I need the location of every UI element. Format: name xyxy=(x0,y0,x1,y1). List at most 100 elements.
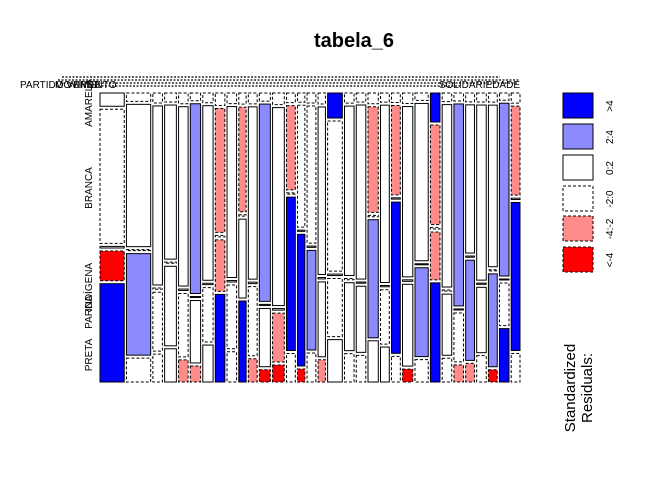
mosaic-tile xyxy=(379,104,390,283)
mosaic-tile xyxy=(391,197,401,200)
mosaic-tile xyxy=(247,92,258,105)
mosaic-tile xyxy=(214,239,226,292)
mosaic-tile xyxy=(99,92,125,107)
mosaic-tile xyxy=(297,368,306,383)
mosaic-tile xyxy=(247,286,258,357)
mosaic-tile xyxy=(202,282,214,286)
mosaic-tile xyxy=(226,284,238,350)
mosaic-tile xyxy=(189,365,202,383)
mosaic-tile xyxy=(355,104,367,280)
mosaic-tile xyxy=(344,92,355,104)
mosaic-tile xyxy=(306,105,317,244)
mosaic-tile xyxy=(99,245,125,249)
legend-swatch xyxy=(562,246,594,273)
mosaic-tile xyxy=(238,92,247,105)
mosaic-tile xyxy=(125,357,152,383)
mosaic-tile xyxy=(238,214,247,217)
mosaic-tile xyxy=(202,105,214,281)
mosaic-tile xyxy=(317,359,326,383)
mosaic-tile xyxy=(510,353,521,383)
mosaic-tile xyxy=(487,104,498,268)
mosaic-tiles xyxy=(99,92,521,383)
legend-label: -4:-2 xyxy=(605,218,616,239)
mosaic-tile xyxy=(510,197,521,201)
mosaic-tile xyxy=(272,308,285,311)
mosaic-tile xyxy=(258,92,271,102)
mosaic-tile xyxy=(441,293,453,356)
mosaic-tile xyxy=(355,354,367,383)
mosaic-tile xyxy=(247,358,258,383)
mosaic-tile xyxy=(379,285,390,288)
mosaic-tile xyxy=(125,249,152,252)
mosaic-tile xyxy=(272,312,285,363)
mosaic-tile xyxy=(214,293,226,383)
mosaic-tile xyxy=(214,92,226,106)
mosaic-tile xyxy=(367,214,379,218)
mosaic-tile xyxy=(414,263,429,266)
mosaic-tile xyxy=(258,307,271,368)
mosaic-tile xyxy=(355,285,367,353)
mosaic-tile xyxy=(391,201,401,354)
mosaic-tile xyxy=(152,92,163,104)
mosaic-tile xyxy=(465,92,475,103)
mosaic-tile xyxy=(487,92,498,103)
mosaic-tile xyxy=(327,120,343,272)
mosaic-tile xyxy=(402,283,414,367)
mosaic-tile xyxy=(476,104,487,281)
mosaic-tile xyxy=(379,92,390,103)
mosaic-tile xyxy=(379,289,390,345)
mosaic-tile xyxy=(317,277,326,280)
mosaic-tile xyxy=(453,312,464,363)
mosaic-tile xyxy=(414,102,429,262)
column-label: PARTIDO VERDE xyxy=(20,80,101,91)
mosaic-tile xyxy=(510,105,521,196)
legend: >4 2:4 0:2 -2:0 -4:-2 <-4 xyxy=(562,92,616,273)
mosaic-tile xyxy=(453,364,464,383)
mosaic-tile xyxy=(297,104,306,228)
mosaic-tile xyxy=(317,92,326,105)
legend-label: 2:4 xyxy=(605,130,616,144)
mosaic-tile xyxy=(272,364,285,383)
mosaic-tile xyxy=(297,229,306,232)
mosaic-tile xyxy=(391,104,401,196)
mosaic-tile xyxy=(391,355,401,383)
mosaic-tile xyxy=(476,355,487,383)
mosaic-tile xyxy=(453,103,464,307)
mosaic-tile xyxy=(202,92,214,104)
mosaic-tile xyxy=(272,92,285,106)
mosaic-tile xyxy=(402,279,414,282)
mosaic-tile xyxy=(391,92,401,103)
mosaic-tile xyxy=(327,339,343,383)
mosaic-tile xyxy=(510,202,521,351)
mosaic-tile xyxy=(125,103,152,248)
mosaic-tile xyxy=(286,196,296,351)
mosaic-tile xyxy=(344,353,355,383)
row-label: INDÍGENA xyxy=(82,263,95,312)
mosaic-tile xyxy=(367,219,379,339)
mosaic-tile xyxy=(178,288,189,291)
mosaic-tile xyxy=(344,277,355,281)
mosaic-tile xyxy=(247,281,258,285)
mosaic-tile xyxy=(99,108,125,244)
mosaic-tile xyxy=(487,273,498,368)
mosaic-tile xyxy=(414,92,429,101)
mosaic-tile xyxy=(414,267,429,358)
mosaic-tile xyxy=(498,102,510,277)
mosaic-tile xyxy=(402,106,414,278)
mosaic-tile xyxy=(152,287,163,290)
mosaic-tile xyxy=(164,348,177,383)
legend-label: >4 xyxy=(605,100,616,112)
mosaic-tile xyxy=(306,92,317,104)
mosaic-tile xyxy=(258,303,271,306)
mosaic-tile xyxy=(441,104,453,288)
mosaic-tile xyxy=(164,261,177,264)
mosaic-tile xyxy=(465,104,475,254)
legend-title-line1: Standardized xyxy=(562,344,579,432)
mosaic-tile xyxy=(487,369,498,383)
mosaic-tile xyxy=(402,368,414,383)
mosaic-tile xyxy=(258,369,271,383)
mosaic-tile xyxy=(286,353,296,383)
mosaic-tile xyxy=(429,92,441,123)
mosaic-tile xyxy=(476,92,487,103)
